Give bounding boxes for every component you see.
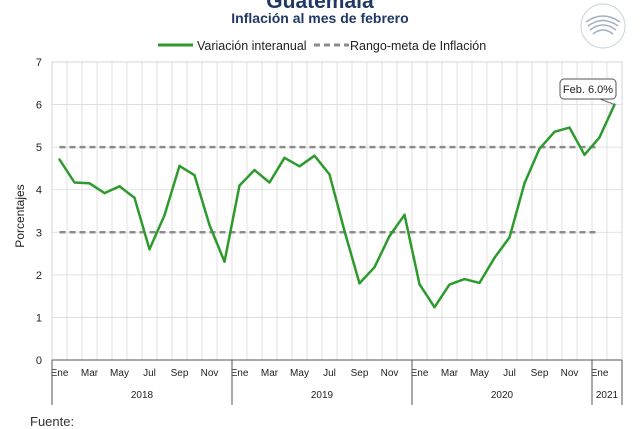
year-label: 2021 [596, 390, 619, 401]
source-label: Fuente: [30, 414, 75, 429]
inflation-point [448, 283, 451, 286]
inflation-point [538, 147, 541, 151]
inflation-point [373, 265, 376, 269]
inflation-point [208, 223, 211, 227]
x-tick-label: Nov [381, 368, 399, 379]
y-tick-label: 7 [36, 57, 42, 69]
year-label: 2019 [311, 390, 334, 401]
y-tick-label: 2 [36, 270, 42, 282]
inflation-point [178, 164, 181, 168]
x-tick-label: Sep [531, 368, 549, 379]
x-tick-label: Jul [143, 368, 156, 379]
x-tick-label: Nov [201, 368, 219, 379]
inflation-point [118, 185, 121, 188]
x-tick-label: Mar [81, 368, 99, 379]
x-tick-label: Mar [441, 368, 459, 379]
x-tick-label: May [110, 368, 129, 379]
inflation-point [253, 168, 256, 172]
inflation-point [553, 130, 556, 134]
inflation-point [418, 283, 421, 286]
inflation-point [358, 282, 361, 285]
annotation-box [559, 78, 617, 100]
x-tick-label: May [470, 368, 489, 379]
x-tick-label: Ene [231, 368, 249, 379]
inflation-point [493, 256, 496, 260]
inflation-point [223, 260, 226, 263]
inflation-point [598, 136, 601, 139]
inflation-line-chart: Variación interanual Rango-meta de Infla… [13, 39, 623, 405]
inflation-point [88, 182, 91, 185]
chart-title: Guatemala [266, 0, 374, 13]
y-tick-label: 4 [36, 185, 42, 197]
inflation-point [148, 248, 151, 251]
x-tick-label: Jul [323, 368, 336, 379]
inflation-point [328, 173, 331, 176]
legend-label-rango-meta: Rango-meta de Inflación [350, 39, 486, 53]
x-tick-label: Jul [503, 368, 516, 379]
x-tick-label: Sep [171, 368, 189, 379]
inflation-point [343, 229, 346, 233]
inflation-point [478, 281, 481, 285]
x-tick-label: May [290, 368, 309, 379]
y-tick-label: 6 [36, 100, 42, 112]
inflation-point [238, 184, 241, 187]
x-tick-label: Ene [51, 368, 69, 379]
inflation-point [298, 165, 301, 168]
annotation-text: Feb. 6.0% [563, 84, 613, 96]
inflation-point [523, 182, 526, 185]
y-axis-label: Porcentajes [13, 184, 27, 247]
y-tick-label: 0 [36, 355, 42, 367]
inflation-point [313, 154, 316, 157]
inflation-point [103, 191, 106, 195]
inflation-point [388, 234, 391, 238]
legend-label-variacion: Variación interanual [197, 39, 307, 53]
inflation-point [268, 181, 271, 184]
y-tick-label: 5 [36, 142, 42, 154]
annotation-leader [599, 98, 615, 106]
inflation-point [58, 158, 61, 161]
chart-legend: Variación interanual Rango-meta de Infla… [158, 39, 486, 53]
inflation-point [163, 214, 166, 217]
inflation-series-line [58, 104, 616, 309]
y-tick-label: 1 [36, 312, 42, 324]
x-tick-label: Ene [411, 368, 429, 379]
year-label: 2018 [131, 390, 154, 401]
inflation-point [433, 306, 436, 309]
year-label: 2020 [491, 390, 514, 401]
central-bank-logo [580, 3, 626, 49]
inflation-point [403, 213, 406, 217]
inflation-point [133, 196, 136, 200]
x-tick-label: Nov [561, 368, 579, 379]
x-tick-label: Ene [591, 368, 609, 379]
inflation-point [73, 181, 76, 184]
inflation-point [583, 153, 586, 157]
x-tick-label: Sep [351, 368, 369, 379]
inflation-point [283, 156, 286, 159]
inflation-point [193, 174, 196, 177]
chart-subtitle: Inflación al mes de febrero [231, 10, 409, 26]
inflation-point [568, 126, 571, 129]
inflation-point [463, 277, 466, 281]
x-tick-label: Mar [261, 368, 279, 379]
inflation-point [508, 236, 511, 239]
y-tick-label: 3 [36, 227, 42, 239]
